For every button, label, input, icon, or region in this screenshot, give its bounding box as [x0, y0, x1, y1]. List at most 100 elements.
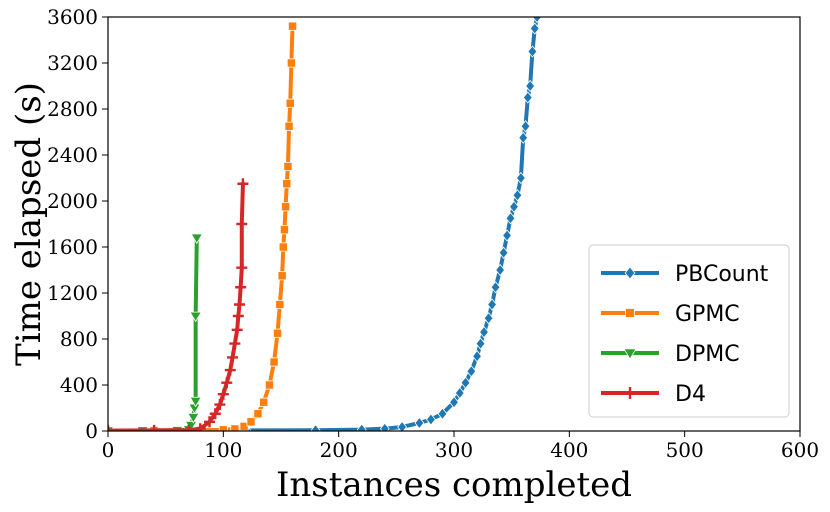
data-point	[187, 412, 200, 424]
data-point	[288, 21, 298, 31]
legend: PBCount GPMC DPMC D4	[588, 244, 790, 418]
y-tick-label: 3600	[47, 5, 98, 29]
data-point	[505, 212, 516, 225]
x-tick-label: 400	[550, 438, 588, 462]
data-point	[454, 386, 465, 400]
legend-label: PBCount	[675, 262, 769, 287]
data-point	[397, 420, 408, 431]
x-tick-label: 300	[435, 438, 473, 462]
data-point	[194, 423, 206, 431]
data-point	[466, 365, 477, 378]
data-point	[189, 396, 202, 408]
legend-item-d4: D4	[601, 382, 706, 407]
data-point	[487, 298, 497, 311]
y-tick-label: 0	[85, 419, 98, 443]
data-point	[253, 409, 263, 419]
legend-box	[588, 244, 790, 418]
data-point	[188, 403, 201, 415]
y-axis-title: Time elapsed (s)	[9, 82, 49, 366]
data-point	[520, 120, 531, 133]
data-point	[275, 299, 285, 310]
y-tick-label: 2000	[47, 189, 98, 213]
data-point	[498, 246, 509, 259]
data-point	[525, 79, 536, 93]
data-point	[285, 98, 295, 108]
data-point	[231, 324, 243, 336]
series-pbcount	[108, 17, 542, 431]
data-point	[515, 171, 526, 185]
data-point	[209, 408, 221, 420]
data-point	[518, 131, 529, 144]
data-point	[273, 328, 283, 338]
data-point	[460, 376, 471, 389]
data-point	[512, 189, 523, 202]
data-point	[237, 178, 249, 190]
series-dpmc	[108, 233, 204, 431]
data-point	[527, 45, 538, 58]
series-line-dpmc	[108, 235, 199, 431]
y-tick-label: 400	[60, 373, 98, 397]
data-point	[279, 225, 289, 235]
data-point	[278, 242, 288, 252]
data-point	[236, 218, 248, 230]
data-point	[356, 423, 367, 431]
legend-label: DPMC	[675, 342, 740, 367]
data-point	[203, 416, 215, 428]
y-tick-label: 800	[60, 327, 98, 351]
x-axis-title: Instances completed	[276, 465, 632, 505]
data-point	[522, 91, 533, 104]
legend-marker	[624, 266, 636, 280]
x-tick-label: 100	[204, 438, 242, 462]
x-tick-label: 500	[666, 438, 704, 462]
legend-label: D4	[675, 382, 706, 407]
series-gpmc	[108, 21, 298, 431]
legend-item-dpmc: DPMC	[601, 342, 740, 367]
data-point	[189, 311, 202, 323]
data-point	[221, 377, 233, 389]
data-point	[475, 337, 486, 350]
y-tick-label: 1600	[47, 235, 98, 259]
data-point	[502, 229, 512, 242]
data-point	[310, 424, 321, 431]
data-point	[264, 380, 274, 390]
y-ticks: 0 400 800 1200 1600 2000 2400 2800 3200 3600	[47, 5, 108, 443]
data-point	[379, 422, 390, 431]
legend-item-gpmc: GPMC	[601, 302, 740, 327]
data-point	[259, 397, 269, 407]
data-point	[233, 299, 245, 310]
data-point	[490, 281, 501, 294]
data-point	[495, 263, 506, 277]
data-point	[414, 416, 425, 430]
data-point	[214, 399, 226, 411]
data-point	[437, 407, 448, 420]
data-point	[426, 413, 436, 426]
data-point	[246, 417, 256, 427]
data-point	[217, 388, 229, 400]
y-tick-label: 3200	[47, 51, 98, 75]
data-point	[224, 364, 236, 376]
data-point	[229, 338, 241, 350]
data-point	[277, 271, 287, 281]
x-tick-label: 0	[102, 438, 115, 462]
data-point	[183, 424, 195, 431]
data-point	[509, 200, 519, 213]
series-layer	[108, 17, 542, 431]
data-point	[283, 161, 293, 172]
legend-item-pbcount: PBCount	[601, 262, 769, 287]
data-point	[232, 310, 244, 322]
data-point	[529, 22, 540, 35]
data-point	[227, 351, 239, 363]
x-tick-label: 200	[320, 438, 358, 462]
series-line-gpmc	[108, 24, 295, 431]
data-point	[472, 350, 482, 363]
legend-marker	[623, 348, 637, 360]
y-tick-label: 1200	[47, 281, 98, 305]
x-ticks: 0 100 200 300 400 500 600	[102, 431, 819, 462]
series-d4	[108, 178, 249, 431]
legend-marker	[625, 308, 635, 318]
data-point	[230, 424, 240, 431]
data-point	[218, 425, 228, 431]
y-tick-label: 2400	[47, 143, 98, 167]
data-point	[449, 396, 459, 409]
